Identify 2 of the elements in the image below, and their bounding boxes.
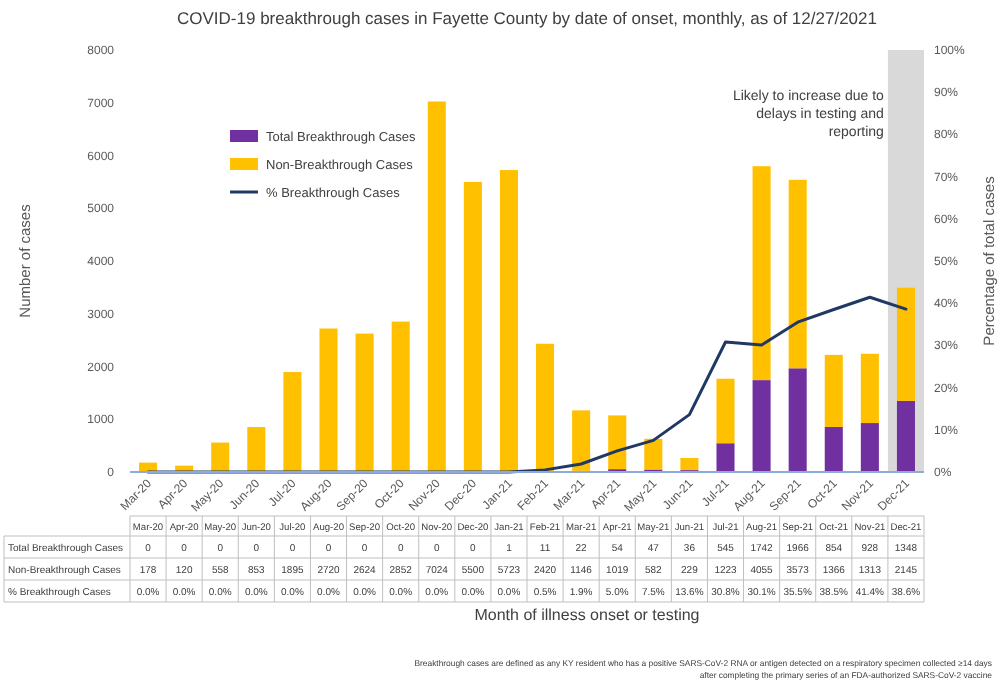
text: Month of illness onset or testing [474, 606, 700, 624]
chart-title: COVID-19 breakthrough cases in Fayette County by date of onset, monthly, as of 12/27/2021 [177, 8, 878, 28]
